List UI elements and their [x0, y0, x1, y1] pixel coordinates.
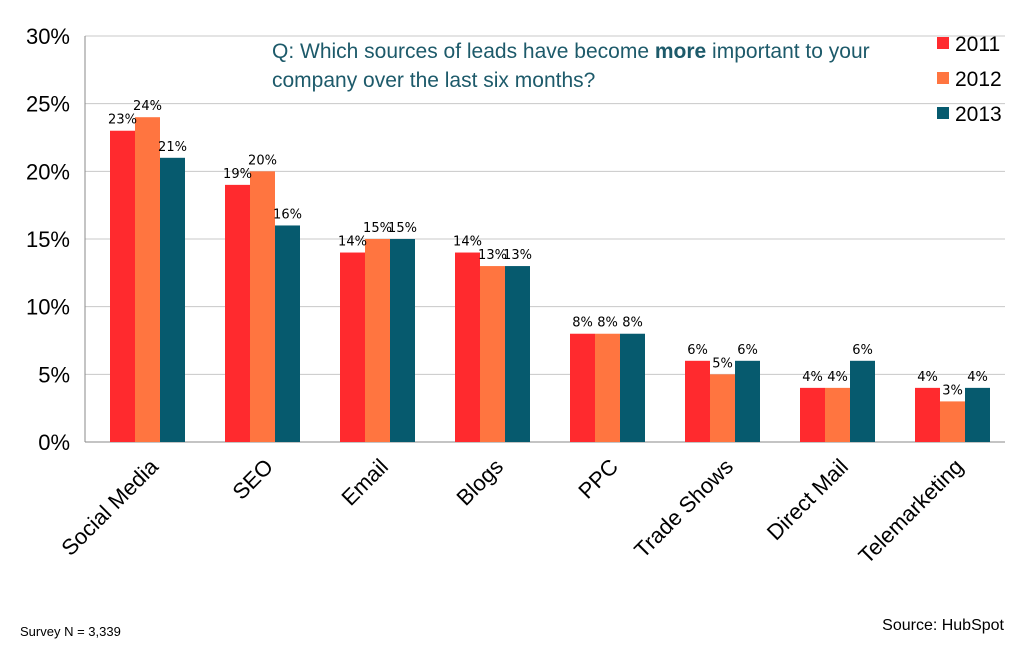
data-label: 4%	[967, 370, 988, 385]
legend: 2011 2012 2013	[937, 33, 1002, 126]
bar	[800, 387, 825, 442]
data-label: 5%	[712, 356, 733, 371]
data-label: 19%	[223, 167, 252, 182]
bar	[965, 387, 990, 442]
legend-swatch	[937, 37, 949, 49]
x-axis-ticks: Social Media SEO Email Blogs PPC Trade Shows D…	[56, 453, 968, 568]
data-label: 13%	[478, 248, 507, 263]
bar	[250, 171, 275, 443]
y-axis-ticks: 0% 5% 10% 15% 20% 25% 30%	[26, 24, 70, 455]
data-labels: 23%24%21%19%20%16%14%15%15%14%13%13%8% 8%…	[108, 99, 988, 398]
y-tick-label: 30%	[26, 24, 70, 49]
chart-title-emphasis: more	[654, 40, 707, 63]
data-label: 16%	[273, 207, 302, 222]
bar	[480, 266, 505, 442]
x-tick-label: Direct Mail	[762, 454, 853, 545]
data-label: 14%	[453, 235, 482, 250]
data-label: 8%	[622, 316, 643, 331]
data-label: 13%	[503, 248, 532, 263]
chart-title: Q: Which sources of leads have become mo…	[272, 37, 872, 95]
bar	[110, 130, 135, 442]
legend-swatch	[937, 72, 949, 84]
bar	[595, 333, 620, 442]
data-label: 6%	[852, 343, 873, 358]
data-label: 4%	[827, 370, 848, 385]
data-label: 4%	[917, 370, 938, 385]
bar	[135, 117, 160, 442]
bar	[225, 184, 250, 442]
x-tick-label: Trade Shows	[629, 454, 738, 563]
legend-label: 2012	[955, 68, 1002, 91]
x-tick-label: PPC	[573, 454, 623, 504]
x-tick-label: Telemarketing	[854, 454, 969, 569]
data-label: 20%	[248, 153, 277, 168]
bar	[365, 239, 390, 442]
y-tick-label: 15%	[26, 227, 70, 252]
y-tick-label: 5%	[38, 362, 70, 387]
data-label: 4%	[802, 370, 823, 385]
bar	[685, 360, 710, 442]
x-tick-label: Blogs	[451, 454, 508, 511]
chart-title-part: important to your company over the last …	[272, 40, 870, 92]
bar	[825, 387, 850, 442]
bar	[915, 387, 940, 442]
bar	[455, 252, 480, 442]
source-note: Source: HubSpot	[882, 617, 1004, 634]
data-label: 14%	[338, 235, 367, 250]
x-tick-label: SEO	[227, 454, 278, 505]
survey-note: Survey N = 3,339	[20, 624, 121, 639]
x-tick-label: Social Media	[56, 453, 163, 560]
y-tick-label: 25%	[26, 92, 70, 117]
data-label: 3%	[942, 383, 963, 398]
data-label: 15%	[388, 221, 417, 236]
bar	[940, 401, 965, 442]
bar	[570, 333, 595, 442]
legend-label: 2011	[955, 33, 1000, 56]
bar	[710, 374, 735, 442]
y-tick-label: 10%	[26, 295, 70, 320]
data-label: 21%	[158, 140, 187, 155]
bar	[275, 225, 300, 442]
data-label: 8%	[597, 316, 618, 331]
legend-label: 2013	[955, 103, 1002, 126]
chart-title-part: Q: Which sources of leads have become	[272, 40, 655, 63]
bar	[390, 239, 415, 442]
data-label: 6%	[737, 343, 758, 358]
bar	[340, 252, 365, 442]
legend-swatch	[937, 107, 949, 119]
data-label: 8%	[572, 316, 593, 331]
bar	[850, 360, 875, 442]
bar	[160, 157, 185, 443]
data-label: 15%	[363, 221, 392, 236]
x-tick-label: Email	[336, 454, 393, 511]
bar	[735, 360, 760, 442]
bars	[110, 117, 990, 443]
data-label: 24%	[133, 99, 162, 114]
y-tick-label: 20%	[26, 159, 70, 184]
data-label: 6%	[687, 343, 708, 358]
bar	[505, 266, 530, 442]
data-label: 23%	[108, 113, 137, 128]
y-tick-label: 0%	[38, 430, 70, 455]
bar	[620, 333, 645, 442]
